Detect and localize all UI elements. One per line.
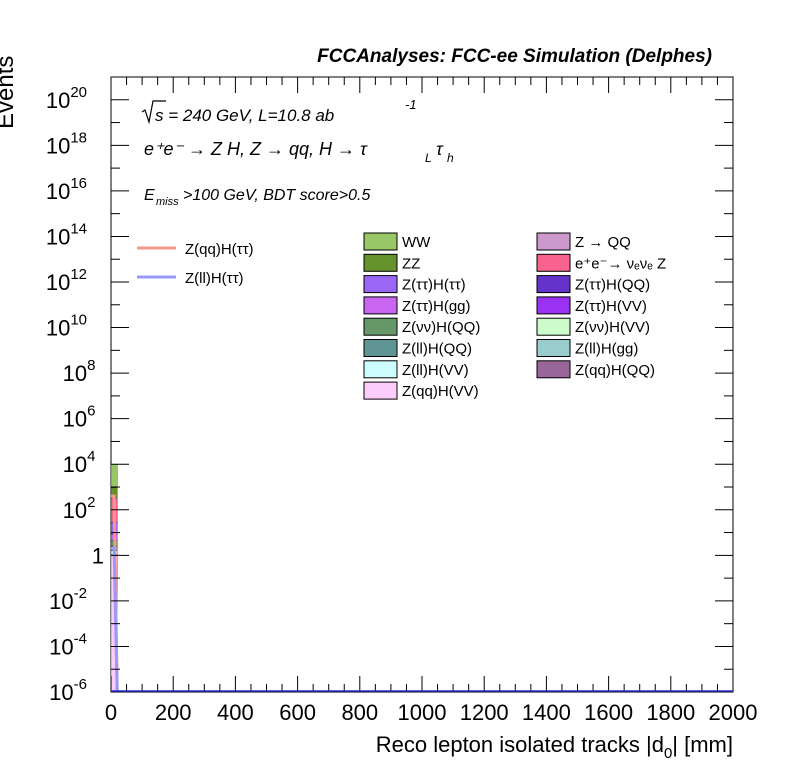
legend-entry-label: Z(ll)H(QQ)	[402, 341, 472, 358]
legend-entry-label: Z(ττ)H(VV)	[575, 298, 647, 315]
legend-entry-label: Z → QQ	[575, 234, 631, 251]
x-axis-title: Reco lepton isolated tracks |d0| [mm]	[376, 732, 733, 762]
y-tick-label: 1014	[46, 220, 87, 249]
legend-fill-swatch	[363, 317, 398, 336]
signal-curves	[111, 494, 119, 693]
y-tick-label: 108	[63, 357, 96, 386]
y-tick-label: 106	[63, 403, 96, 432]
y-tick-label: 102	[63, 494, 96, 523]
legend-fill-swatch	[363, 360, 398, 379]
sqrt-icon	[141, 100, 166, 125]
legend-entry-label: WW	[402, 234, 431, 251]
legend-entry-label: Z(ll)H(ττ)	[185, 270, 244, 287]
x-tick-label: 1800	[646, 700, 695, 725]
x-tick-label: 1200	[460, 700, 509, 725]
legend-fill-swatch	[536, 296, 571, 315]
legend-fill-swatch	[536, 275, 571, 294]
x-axis-ticks: 0 200 400 600 800 1000 1200 1400 1600 1800 2000	[105, 77, 758, 725]
cut-rest: >100 GeV, BDT score>0.5	[183, 187, 370, 204]
chart-title: FCCAnalyses: FCC-ee Simulation (Delphes)	[317, 46, 712, 67]
y-tick-label: 1	[92, 543, 104, 568]
legend-entry-label: Z(ττ)H(QQ)	[575, 277, 650, 294]
y-tick-label: 1020	[46, 84, 87, 113]
signal-curve	[111, 546, 119, 693]
legend-fill-swatch	[363, 232, 398, 251]
annotation-block: s = 240 GeV, L=10.8 ab -1 e⁺e⁻ → Z H, Z …	[141, 97, 454, 208]
x-tick-label: 1000	[398, 700, 447, 725]
legend-backgrounds: WW ZZ Z(ττ)H(ττ) Z(ττ)H(gg) Z(νν)H(QQ) Z(ll)H…	[363, 232, 666, 400]
legend-fill-swatch	[536, 232, 571, 251]
legend-entry-label: Z(qq)H(ττ)	[185, 241, 254, 258]
legend-entry-label: Z(νν)H(QQ)	[402, 319, 480, 336]
legend-signals: Z(qq)H(ττ) Z(ll)H(ττ)	[137, 241, 254, 287]
legend-fill-swatch	[363, 275, 398, 294]
x-tick-label: 200	[155, 700, 192, 725]
x-tick-label: 800	[341, 700, 378, 725]
legend-entry-label: Z(ττ)H(gg)	[402, 298, 471, 315]
y-axis-title: Events	[0, 56, 19, 129]
y-axis-ticks: 10-6 10-4 10-21 102 104 106 108 1010 1012 1014 101…	[46, 84, 733, 705]
process-label: e⁺e⁻ → Z H, Z → qq, H → τ	[144, 139, 368, 159]
legend-entry-label: e⁺e⁻→ νₑνₑ Z	[575, 255, 666, 272]
process-tau2: τ	[436, 139, 444, 159]
cut-e: E	[144, 187, 155, 204]
y-tick-label: 10-6	[49, 676, 87, 705]
legend-fill-swatch	[363, 253, 398, 272]
y-tick-label: 1018	[46, 129, 87, 158]
legend-entry-label: Z(νν)H(VV)	[575, 319, 650, 336]
x-tick-label: 1400	[522, 700, 571, 725]
process-sub-h: h	[447, 151, 454, 165]
legend-fill-swatch	[363, 381, 398, 400]
legend-fill-swatch	[363, 296, 398, 315]
y-tick-label: 1012	[46, 266, 87, 295]
cut-sub: miss	[156, 196, 179, 208]
x-tick-label: 1600	[584, 700, 633, 725]
y-tick-label: 10-4	[49, 630, 87, 659]
legend-entry-label: ZZ	[402, 255, 420, 272]
legend-entry-label: Z(ll)H(gg)	[575, 341, 638, 358]
legend-fill-swatch	[363, 339, 398, 357]
stack-bar-segment	[110, 464, 118, 488]
y-tick-label: 1016	[46, 175, 87, 204]
legend-entry-label: Z(ττ)H(ττ)	[402, 277, 466, 294]
lumi-exponent: -1	[405, 97, 417, 112]
legend-fill-swatch	[536, 339, 571, 357]
legend-entry-label: Z(ll)H(VV)	[402, 362, 469, 379]
legend-fill-swatch	[536, 317, 571, 336]
legend-entry-label: Z(qq)H(VV)	[402, 383, 479, 400]
x-tick-label: 2000	[709, 700, 758, 725]
x-tick-label: 0	[105, 700, 117, 725]
process-sub-l: L	[425, 151, 432, 165]
y-tick-label: 1010	[46, 312, 87, 341]
sqrt-s-label: s = 240 GeV, L=10.8 ab	[155, 106, 334, 125]
y-tick-label: 104	[63, 448, 96, 477]
legend-fill-swatch	[536, 253, 571, 272]
x-tick-label: 400	[217, 700, 254, 725]
legend-entry-label: Z(qq)H(QQ)	[575, 362, 655, 379]
legend-fill-swatch	[536, 360, 571, 379]
y-tick-label: 10-2	[49, 585, 87, 614]
x-tick-label: 600	[279, 700, 316, 725]
